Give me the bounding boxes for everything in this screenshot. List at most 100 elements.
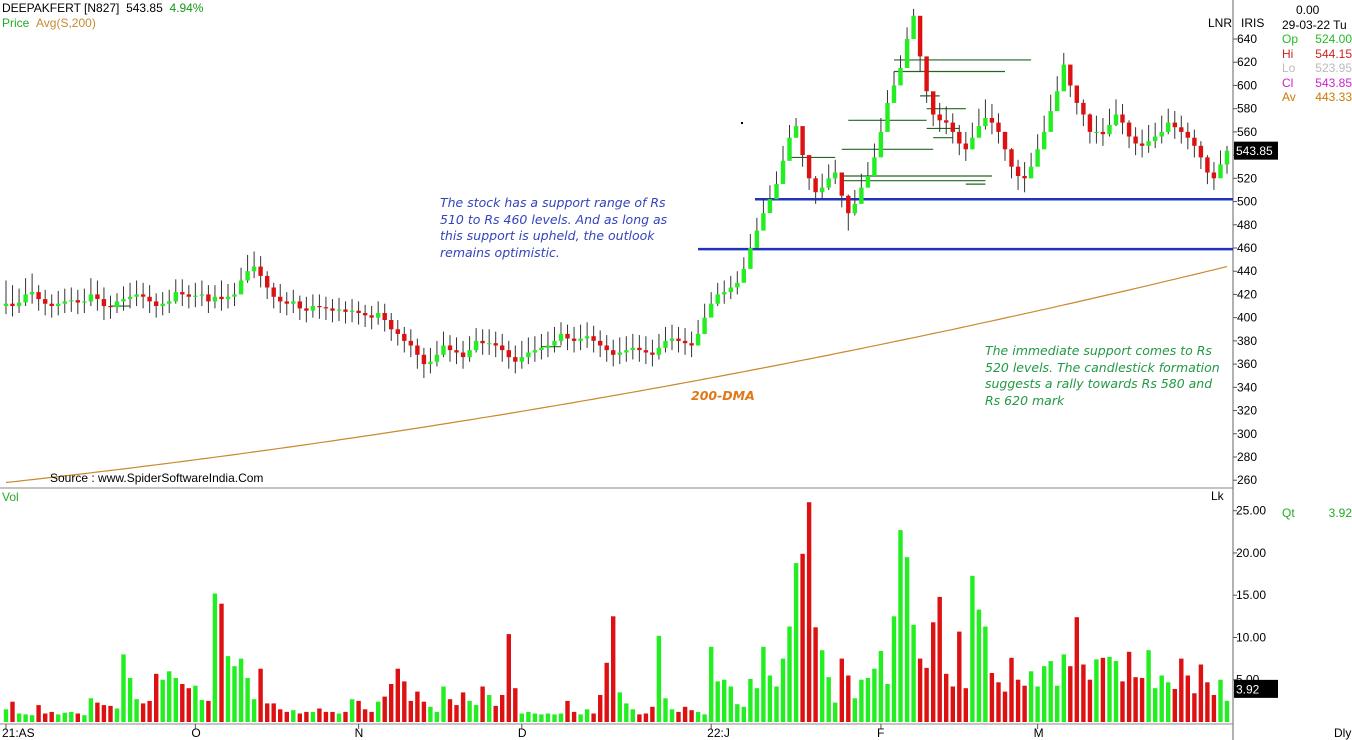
volume-tick-label: 20.00 [1236,546,1266,560]
volume-bar [1211,695,1217,722]
volume-bar [95,702,100,722]
volume-bar [931,622,936,722]
candle-down [454,350,459,353]
volume-bar [669,709,675,722]
candle-up [833,172,838,179]
volume-bar [193,685,198,722]
volume-bar [872,668,877,722]
volume-bar [441,686,446,722]
candle-down [1179,127,1184,132]
candle-up [1028,166,1034,179]
volume-bar [49,711,54,722]
candle-down [147,296,152,302]
candle-down [1192,137,1197,146]
candle-up [487,343,492,345]
volume-bar [271,703,276,722]
price-tick-label: 480 [1237,218,1257,232]
info-row-value: 524.00 [1315,32,1352,46]
volume-bar [1146,650,1151,722]
candle-down [1009,149,1014,167]
candle-up [56,303,61,306]
candle-up [663,340,668,348]
volume-bar [1166,682,1171,722]
candle-down [343,309,348,312]
candle-down [154,301,159,306]
candle-up [310,306,316,311]
candle-down [1074,85,1079,103]
candle-down [460,352,466,358]
candle-up [983,118,988,127]
volume-bar [989,673,995,722]
volume-bar [29,715,35,722]
volume-bar [3,709,9,722]
volume-bar [56,714,61,722]
volume-bar [101,705,107,722]
volume-bar [715,681,720,722]
price-tick-label: 560 [1237,125,1257,139]
month-label: D [518,726,527,740]
candle-down [271,287,276,297]
candle-up [780,160,786,185]
volume-bar [630,709,635,722]
candle-down [604,345,609,351]
volume-bar [75,713,80,722]
candle-up [532,350,538,353]
volume-bar [219,603,224,722]
volume-bar [362,709,368,722]
volume-bar [16,713,22,722]
lnr-label: LNR [1208,16,1233,30]
candle-up [1055,91,1060,111]
candle-down [297,301,302,309]
volume-bar [428,706,433,722]
volume-bar [317,708,322,722]
candle-down [480,340,485,344]
volume-bar [1205,682,1210,722]
info-qt-row: Qt 3.92 [1282,506,1352,520]
volume-bar [1133,677,1138,722]
candle-up [545,345,551,348]
volume-bar [154,673,159,722]
volume-bar [245,678,250,722]
last-volume-marker [1234,679,1278,698]
candle-up [976,126,982,138]
candle-up [134,294,139,297]
candle-up [1061,64,1066,92]
candle-down [1087,114,1093,132]
candle-up [970,137,975,150]
price-series-label: Price [2,16,30,30]
volume-bar [911,624,916,722]
volume-bar [114,708,120,722]
candle-up [245,271,250,281]
volume-bar [369,711,374,722]
candle-up [1218,164,1223,179]
candle-up [173,292,178,302]
candle-down [369,315,374,318]
candle-down [565,333,570,339]
volume-bar [780,658,786,722]
candle-up [669,338,675,341]
volume-bar [1042,666,1047,722]
month-label: O [191,726,200,740]
candle-down [382,313,387,320]
volume-bar [415,691,420,722]
volume-bar [571,711,577,722]
volume-bar [206,700,211,722]
candle-down [36,292,41,300]
avg-series-label: Avg(S,200) [36,16,96,30]
candle-down [931,91,936,115]
volume-bar [1015,679,1021,722]
candle-up [872,157,877,176]
candle-up [728,287,733,293]
volume-bar [878,651,884,722]
candle-down [265,275,270,288]
volume-bar [624,703,629,722]
candle-up [121,299,126,302]
volume-bar [36,705,41,722]
volume-bar [1113,661,1119,722]
candle-down [447,345,453,351]
volume-bar [140,703,146,722]
volume-bar [284,711,289,722]
candle-down [924,56,929,92]
volume-bar [852,698,857,722]
candle-down [1198,145,1204,158]
